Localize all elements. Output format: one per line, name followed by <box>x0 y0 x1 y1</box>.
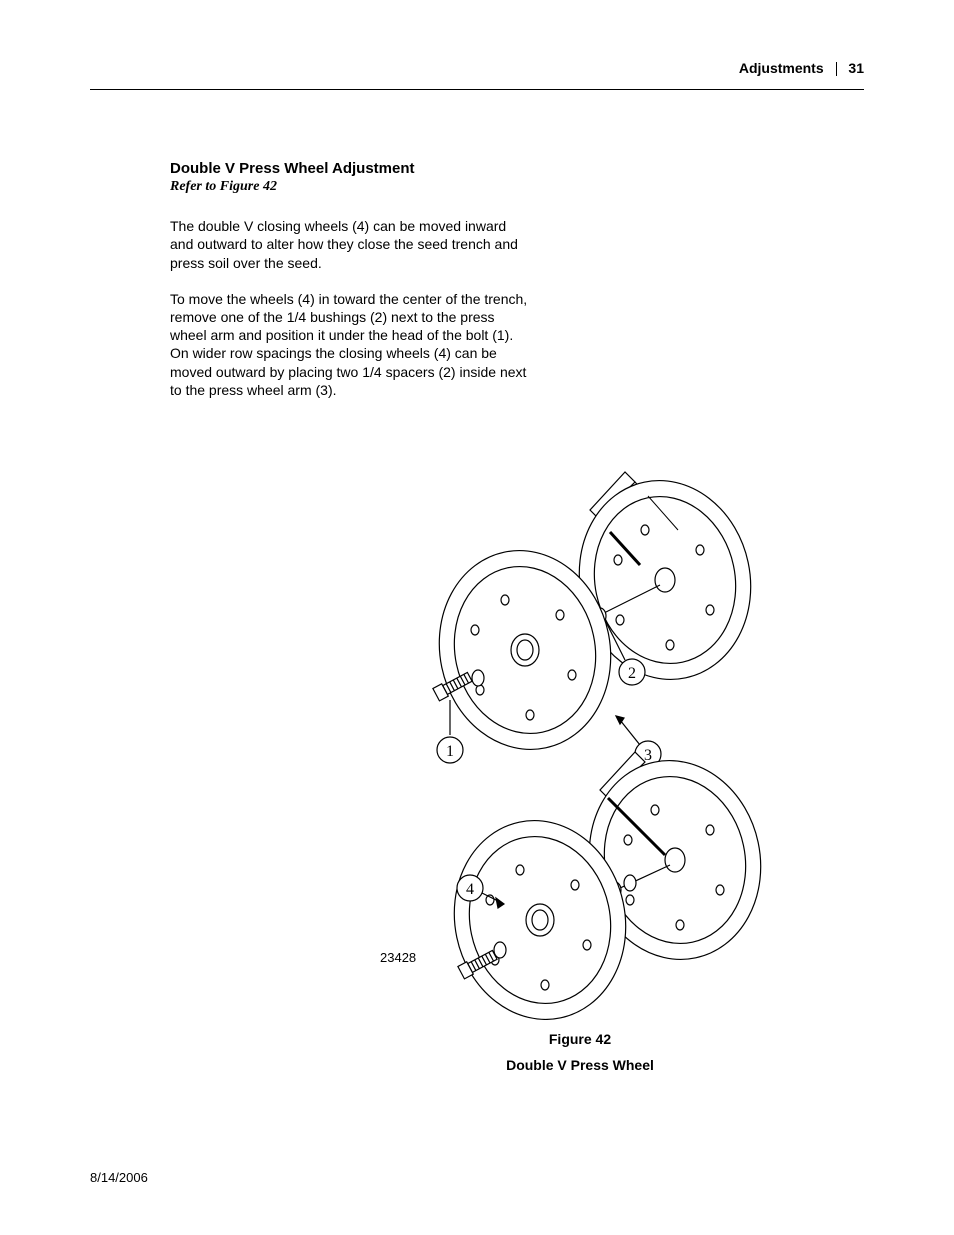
refer-line: Refer to Figure 42 <box>170 179 864 195</box>
header-separator <box>836 62 837 76</box>
press-wheel-diagram: 1 2 3 4 <box>380 460 780 1020</box>
section-heading: Double V Press Wheel Adjustment <box>170 160 864 177</box>
footer-date: 8/14/2006 <box>90 1170 148 1185</box>
content-area: Double V Press Wheel Adjustment Refer to… <box>90 90 864 399</box>
paragraph-1: The double V closing wheels (4) can be m… <box>170 217 530 272</box>
figure-caption: Figure 42 <box>380 1031 780 1047</box>
paragraph-2: To move the wheels (4) in toward the cen… <box>170 290 530 399</box>
callout-2: 2 <box>628 665 636 682</box>
callout-1: 1 <box>446 743 454 760</box>
header-section: Adjustments <box>739 60 824 76</box>
callout-3: 3 <box>644 747 652 764</box>
callout-4: 4 <box>466 881 474 898</box>
page-header: Adjustments 31 <box>90 60 864 90</box>
figure-title: Double V Press Wheel <box>380 1057 780 1073</box>
figure-42: 1 2 3 4 23428 Figure 42 Double V Press W… <box>380 460 780 1073</box>
header-rule <box>90 89 864 90</box>
figure-id: 23428 <box>380 950 416 965</box>
header-page-number: 31 <box>848 60 864 76</box>
